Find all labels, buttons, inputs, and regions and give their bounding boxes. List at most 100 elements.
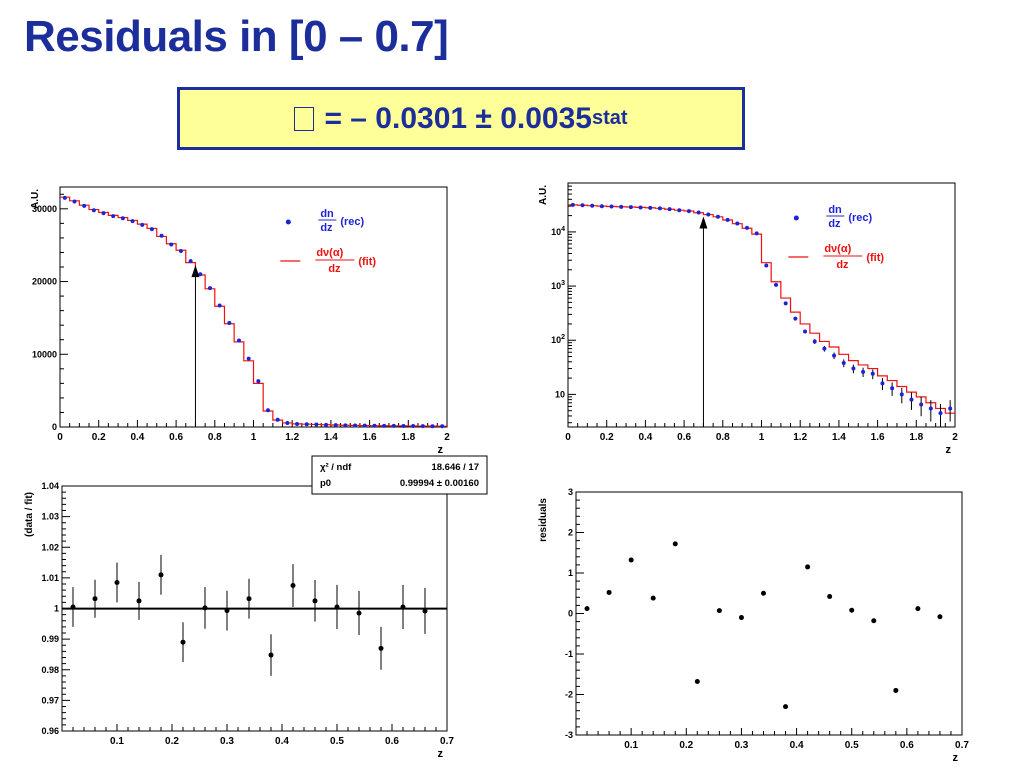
rec-point [72,199,77,204]
x-tick-label: 2 [952,432,958,443]
x-tick-label: 0.3 [734,740,748,751]
y-axis-label: A.U. [538,185,549,205]
data-point [915,606,921,612]
x-tick-label: 1 [759,432,765,443]
y-tick-label: 1 [54,604,59,614]
y-tick-label: 1 [568,568,573,578]
legend-fit-dz: dz [836,259,849,271]
data-point [158,572,164,578]
rec-point [774,282,779,287]
legend-rec-dn: dn [828,204,842,216]
data-point [378,645,384,651]
data-point [422,608,428,614]
data-point [92,596,98,602]
rec-point [590,203,595,208]
rec-point [861,369,866,374]
rec-point [822,346,827,351]
result-equation: = – 0.0301 ± 0.0035 [324,101,592,135]
data-point [805,564,811,570]
rec-point [333,423,338,428]
rec-point [638,205,643,210]
y-tick-label: 10000 [32,349,57,359]
rec-point [948,406,953,411]
rec-point [696,210,701,215]
x-tick-label: 1.4 [832,432,846,443]
data-point [70,604,76,610]
y-tick-label: 1.01 [41,573,59,583]
x-tick-label: 0.4 [790,740,804,751]
rec-point [841,360,846,365]
rec-point [227,321,232,325]
x-tick-label: 0 [57,432,63,443]
legend-rec-dz: dz [828,218,841,230]
data-point [290,583,296,589]
y-tick-label: 1.02 [41,542,59,552]
data-point [738,615,744,621]
rec-point [130,219,135,224]
rec-point [140,222,145,227]
data-point [937,614,943,620]
x-tick-label: 0.2 [600,432,614,443]
legend-rec-label: (rec) [340,216,364,228]
rec-point [764,263,769,268]
rec-point [609,204,614,209]
rec-point [382,423,387,428]
rec-point [411,424,416,429]
x-tick-label: 0.7 [440,736,454,747]
data-point [202,605,208,611]
x-tick-label: 1.4 [324,432,338,443]
data-point [180,639,186,645]
rec-point [909,397,914,402]
y-tick-label: 104 [551,226,565,237]
rec-point [599,204,604,209]
rec-point [919,402,924,407]
fit-histogram [568,204,955,414]
data-point [136,598,142,604]
x-axis-label: z [438,748,444,760]
rec-point [91,208,96,213]
rec-point [169,242,174,247]
rec-point [324,422,329,427]
x-tick-label: 1.2 [793,432,807,443]
legend-rec-dn: dn [320,208,334,220]
rec-point [880,381,885,386]
rec-point [890,386,895,391]
rec-point [744,225,749,230]
data-point [827,593,833,599]
rec-point [677,208,682,213]
x-tick-label: 0.5 [330,736,344,747]
rec-point [803,329,808,334]
rec-point [812,339,817,344]
x-tick-label: 0.6 [169,432,183,443]
rec-point [82,203,87,208]
data-point [716,608,722,614]
rec-point [667,207,672,212]
rec-point [353,423,358,428]
rec-point [754,231,759,236]
data-point [760,590,766,596]
y-tick-label: 30000 [32,204,57,214]
stats-label: χ² / ndf [320,462,352,473]
x-tick-label: 1.8 [401,432,415,443]
rec-point [686,209,691,214]
data-point [114,579,120,585]
y-tick-label: -3 [565,730,573,740]
x-tick-label: 0.1 [110,736,124,747]
stats-value: 0.99994 ± 0.00160 [400,478,479,489]
data-point [584,606,590,612]
data-point [672,541,678,547]
rec-point [430,424,435,429]
data-point [650,595,656,601]
rec-point [783,301,788,306]
data-point [606,589,612,595]
y-tick-label: -2 [565,690,573,700]
rec-point [111,214,116,219]
rec-point [198,272,203,277]
rec-point [159,233,164,238]
rec-point [619,204,624,209]
rec-point [832,353,837,358]
rec-point [851,366,856,371]
data-point [246,596,252,602]
